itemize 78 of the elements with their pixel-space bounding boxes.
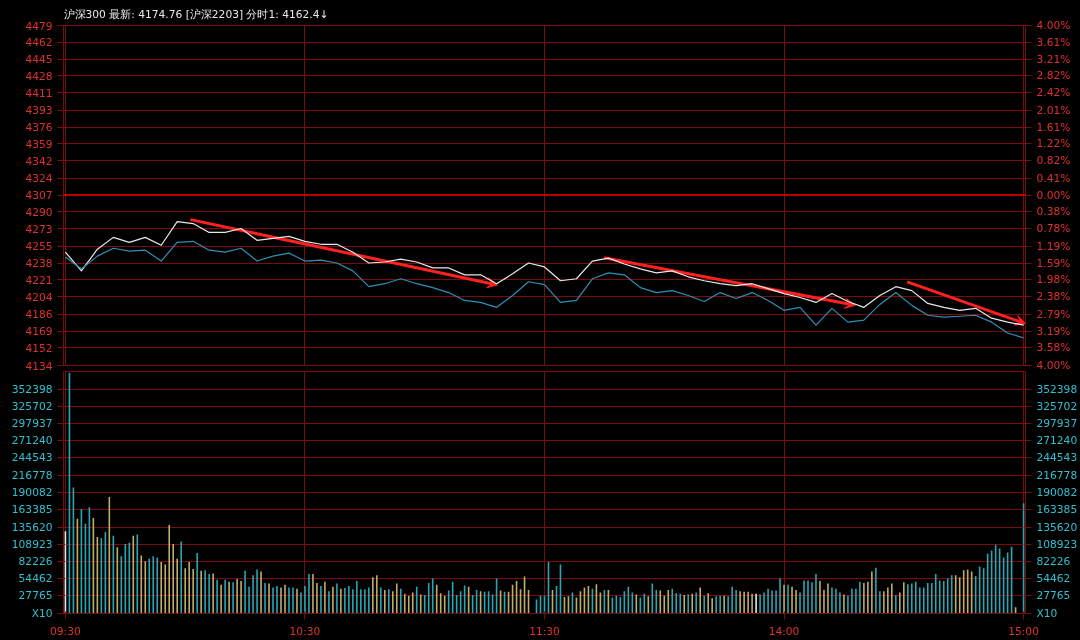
y-tick-label: 4290: [25, 205, 53, 219]
y2-tick-label: 1.59%: [1036, 256, 1071, 270]
y2-tick-label: 108923: [1036, 537, 1078, 551]
y-tick-label: 27765: [18, 589, 53, 603]
y2-tick-label: 4.00%: [1036, 19, 1071, 32]
y2-tick-label: X10: [1036, 607, 1058, 620]
y2-tick-label: 27765: [1036, 589, 1071, 603]
y-tick-label: 4393: [25, 104, 53, 118]
y-tick-label: 271240: [11, 434, 53, 448]
y-tick-label: 4324: [25, 172, 53, 186]
y-tick-label: 4376: [25, 121, 53, 135]
y2-tick-label: 0.78%: [1036, 222, 1071, 236]
y-tick-label: 4134: [25, 359, 53, 373]
y-tick-label: 216778: [11, 468, 53, 482]
y-tick-label: 244543: [11, 451, 53, 465]
y2-tick-label: 0.41%: [1036, 171, 1071, 185]
y2-tick-label: 3.61%: [1036, 35, 1071, 49]
y2-tick-label: 297937: [1036, 417, 1078, 431]
y2-tick-label: 1.22%: [1036, 137, 1071, 151]
y-tick-label: 4359: [25, 137, 53, 151]
y2-tick-label: 2.79%: [1036, 307, 1071, 321]
y2-tick-label: 2.38%: [1036, 290, 1071, 304]
x-tick-label: 15:00: [1008, 624, 1040, 638]
y2-tick-label: 271240: [1036, 434, 1078, 448]
y2-tick-label: 1.19%: [1036, 239, 1071, 253]
y-tick-label: 54462: [18, 572, 53, 586]
y-tick-label: 297937: [11, 417, 53, 431]
y-tick-label: 163385: [11, 502, 53, 516]
y2-tick-label: 0.00%: [1036, 189, 1071, 202]
y-tick-label: 4238: [25, 257, 53, 271]
y-tick-label: X10: [31, 607, 53, 620]
y-tick-label: 82226: [18, 554, 53, 568]
y2-tick-label: 0.38%: [1036, 205, 1071, 219]
y2-tick-label: 1.98%: [1036, 273, 1071, 287]
y-tick-label: 4445: [25, 53, 53, 67]
y-tick-label: 4428: [25, 69, 53, 83]
y2-tick-label: 216778: [1036, 468, 1078, 482]
y-tick-label: 108923: [11, 537, 53, 551]
y-tick-label: 4342: [25, 154, 53, 168]
y2-tick-label: 163385: [1036, 502, 1078, 516]
y2-tick-label: 3.58%: [1036, 341, 1071, 355]
y-tick-label: 135620: [11, 520, 53, 534]
y-tick-label: 325702: [11, 399, 53, 413]
y-tick-label: 4186: [25, 308, 53, 322]
y-tick-label: 4411: [25, 86, 53, 100]
y-tick-label: 352398: [11, 382, 53, 396]
y-tick-label: 4152: [25, 341, 53, 355]
y2-tick-label: 325702: [1036, 399, 1078, 413]
y-tick-label: 4273: [25, 222, 53, 236]
y2-tick-label: 2.01%: [1036, 103, 1071, 117]
y2-tick-label: 135620: [1036, 520, 1078, 534]
y2-tick-label: 352398: [1036, 382, 1078, 396]
y2-tick-label: 82226: [1036, 554, 1071, 568]
y-tick-label: 4462: [25, 36, 53, 50]
x-tick-label: 09:30: [50, 624, 81, 638]
y2-tick-label: 0.82%: [1036, 154, 1071, 168]
x-tick-label: 10:30: [289, 624, 321, 638]
line-series: [64, 240, 1025, 339]
line-series: [64, 221, 1025, 326]
y2-tick-label: 4.00%: [1036, 358, 1071, 372]
y2-tick-label: 3.19%: [1036, 324, 1071, 338]
x-tick-label: 14:00: [768, 624, 800, 638]
y-tick-label: 4255: [25, 240, 53, 254]
y2-tick-label: 54462: [1036, 572, 1071, 586]
y2-tick-label: 244543: [1036, 451, 1078, 465]
y-tick-label: 4204: [25, 290, 53, 304]
y-tick-label: 4169: [25, 325, 53, 339]
y2-tick-label: 2.42%: [1036, 86, 1071, 100]
y-tick-label: 4479: [25, 19, 53, 33]
y2-tick-label: 1.61%: [1036, 120, 1071, 134]
y2-tick-label: 190082: [1036, 485, 1078, 499]
y-tick-label: 4221: [25, 273, 53, 287]
chart-title: 沪深300 最新: 4174.76 [沪深2203] 分时1: 4162.4↓: [63, 7, 329, 21]
y-tick-label: 190082: [11, 485, 53, 499]
y2-tick-label: 2.82%: [1036, 69, 1071, 83]
y2-tick-label: 3.21%: [1036, 52, 1071, 66]
y-tick-label: 4307: [25, 189, 53, 203]
x-tick-label: 11:30: [529, 624, 561, 638]
